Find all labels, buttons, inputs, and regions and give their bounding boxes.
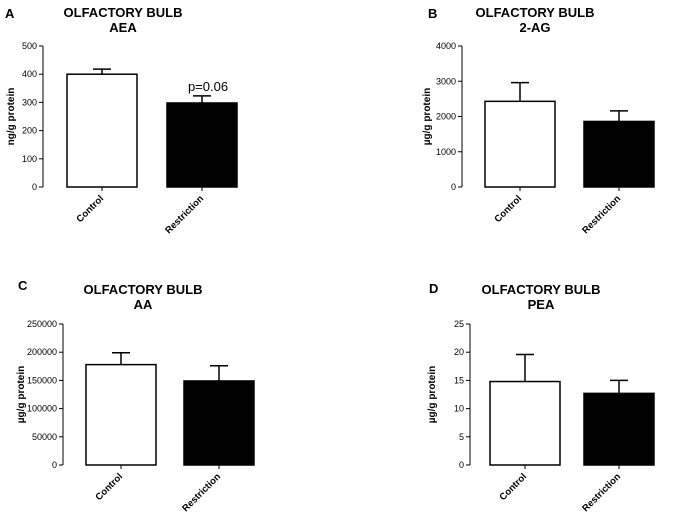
y-tick-label: 5 [459,432,464,442]
y-tick-label: 0 [451,182,456,192]
y-tick-label: 500 [22,41,37,51]
y-tick-label: 300 [22,97,37,107]
bar-restriction [583,120,655,188]
chart-subtitle: PEA [528,297,555,312]
y-axis-label: ng/g protein [6,88,17,146]
bar-control [85,363,157,466]
category-label: Restriction [180,471,223,514]
y-tick-label: 15 [454,375,464,385]
y-tick-label: 100 [22,154,37,164]
chart-subtitle: 2-AG [519,20,550,35]
panel-letter: D [429,281,438,296]
y-tick-label: 3000 [436,76,456,86]
y-tick-label: 25 [454,319,464,329]
bar-control [484,100,556,188]
y-tick-label: 200000 [27,347,57,357]
bar-control [489,380,561,466]
y-tick-label: 4000 [436,41,456,51]
y-axis-label: µg/g protein [422,88,433,145]
panel-letter: C [18,278,28,293]
y-tick-label: 2000 [436,112,456,122]
category-label: Control [492,193,524,225]
bar-restriction [166,102,238,188]
y-tick-label: 20 [454,347,464,357]
y-tick-label: 0 [32,182,37,192]
chart-subtitle: AA [134,297,153,312]
y-tick-label: 50000 [32,432,57,442]
chart-title: OLFACTORY BULB [482,282,601,297]
chart-subtitle: AEA [109,20,137,35]
bar-restriction [583,392,655,466]
chart-title: OLFACTORY BULB [84,282,203,297]
y-tick-label: 1000 [436,147,456,157]
category-label: Restriction [163,193,206,236]
y-axis-label: µg/g protein [427,366,438,423]
chart-title: OLFACTORY BULB [476,5,595,20]
bar-control [66,73,138,188]
category-label: Restriction [580,471,623,514]
y-tick-label: 400 [22,69,37,79]
y-tick-label: 0 [52,460,57,470]
y-tick-label: 200 [22,126,37,136]
y-tick-label: 150000 [27,375,57,385]
category-label: Restriction [580,193,623,236]
panel-letter: B [428,6,437,21]
y-tick-label: 0 [459,460,464,470]
bar-restriction [183,380,255,466]
category-label: Control [93,471,125,503]
category-label: Control [497,471,529,503]
panel-letter: A [5,6,15,21]
chart-title: OLFACTORY BULB [64,5,183,20]
y-tick-label: 250000 [27,319,57,329]
y-tick-label: 100000 [27,404,57,414]
p-value-annotation: p=0.06 [188,79,228,94]
y-axis-label: µg/g protein [16,366,27,423]
category-label: Control [74,193,106,225]
y-tick-label: 10 [454,404,464,414]
